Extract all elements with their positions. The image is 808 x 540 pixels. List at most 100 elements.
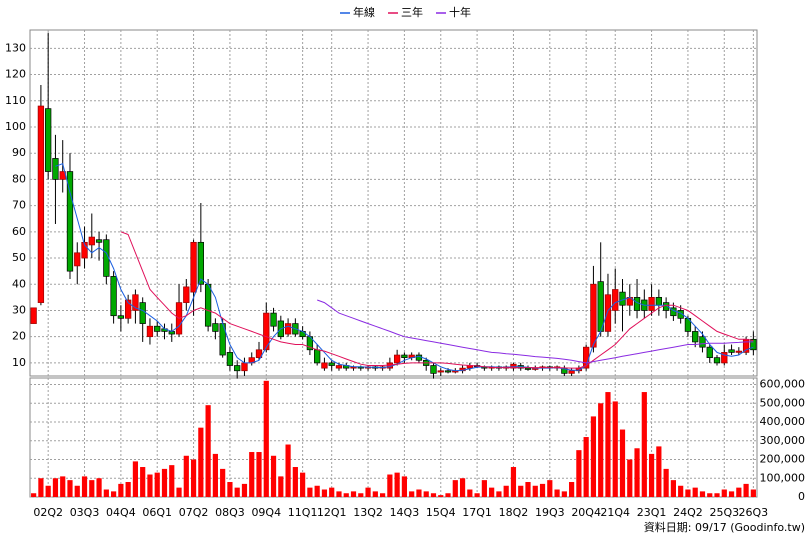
candle-body [139, 302, 146, 324]
volume-bar [503, 485, 509, 497]
candle-body [633, 297, 641, 311]
volume-bar [445, 493, 451, 497]
volume-bar [401, 476, 408, 497]
volume-bar [510, 467, 517, 497]
volume-bar [648, 453, 655, 497]
candle-body [146, 325, 154, 338]
volume-bar [176, 487, 182, 497]
volume-bar [227, 482, 233, 497]
x-tick-label: 11Q1 [288, 506, 318, 519]
volume-bar [663, 468, 669, 497]
candle-body [706, 346, 713, 359]
ma-line [55, 163, 754, 372]
x-tick-label: 14Q3 [390, 506, 420, 519]
candle-body [444, 370, 452, 373]
x-tick-label: 19Q3 [535, 506, 565, 519]
volume-bar [394, 472, 400, 497]
volume-bar [685, 489, 691, 497]
volume-bar [714, 493, 720, 497]
volume-bar [547, 480, 553, 497]
y2-tick-label: 300,000 [760, 434, 806, 447]
volume-bar [554, 489, 560, 497]
volume-bar [372, 491, 378, 497]
volume-bar [721, 489, 727, 497]
volume-bar [103, 489, 109, 497]
volume-bar [481, 480, 487, 497]
legend-label: 十年 [449, 5, 471, 19]
candle-body [154, 325, 161, 332]
candle-body [234, 365, 241, 372]
volume-bar [154, 472, 160, 497]
volume-bar [438, 495, 444, 497]
y-tick-label: 60 [12, 225, 26, 238]
volume-bar [619, 429, 626, 497]
x-tick-label: 03Q3 [70, 506, 100, 519]
candle-body [619, 291, 626, 306]
candle-body [74, 252, 81, 267]
x-tick-label: 21Q4 [600, 506, 630, 519]
y2-tick-label: 100,000 [760, 471, 806, 484]
candle-body [750, 338, 757, 351]
volume-bar [474, 493, 480, 497]
volume-panel [29, 377, 758, 498]
ma-line [120, 231, 754, 369]
volume-bar [125, 482, 131, 497]
candle-body [728, 349, 735, 353]
candle-body [190, 241, 197, 293]
volume-bar [350, 491, 357, 497]
candle-body [270, 312, 277, 327]
candle-body [742, 338, 750, 353]
volume-bar [590, 416, 597, 497]
candle-body [735, 350, 742, 353]
volume-bar [89, 480, 95, 497]
volume-bar [379, 493, 386, 497]
y2-tick-label: 0 [798, 490, 805, 503]
volume-bar [52, 478, 59, 497]
y-tick-label: 80 [12, 172, 26, 185]
volume-bar [74, 485, 80, 497]
volume-bar [161, 468, 168, 497]
x-tick-label: 26Q3 [739, 506, 769, 519]
volume-bar [60, 476, 66, 497]
volume-bar [183, 455, 189, 497]
volume-bar [518, 485, 524, 497]
volume-bar [561, 491, 567, 497]
candle-body [117, 315, 125, 319]
volume-bar [270, 455, 277, 497]
volume-bar [387, 474, 393, 497]
candle-body [52, 158, 59, 180]
x-tick-label: 17Q1 [462, 506, 492, 519]
x-tick-label: 15Q4 [426, 506, 456, 519]
volume-bar [641, 392, 647, 497]
volume-bar [467, 489, 473, 497]
candle-body [263, 312, 270, 351]
y-tick-label: 70 [12, 199, 26, 212]
candle-body [95, 239, 103, 243]
volume-bar [285, 444, 291, 497]
volume-bar [220, 468, 226, 497]
candle-body [568, 370, 575, 374]
volume-bar [576, 450, 582, 497]
candle-body [255, 349, 263, 359]
candle-body [590, 283, 597, 348]
candle-body [655, 297, 663, 306]
volume-bar [598, 403, 604, 497]
x-tick-label: 13Q2 [353, 506, 383, 519]
x-tick-label: 04Q4 [106, 506, 136, 519]
legend-label: 三年 [401, 5, 423, 19]
y-tick-label: 90 [12, 146, 26, 159]
y2-tick-label: 200,000 [760, 453, 806, 466]
volume-bar [496, 491, 502, 497]
candle-body [284, 323, 292, 335]
volume-bar [627, 459, 633, 497]
y-tick-label: 30 [12, 303, 26, 316]
x-tick-label: 18Q2 [499, 506, 529, 519]
y-tick-label: 20 [12, 330, 26, 343]
volume-bar [140, 467, 146, 497]
candle-body [314, 349, 321, 364]
candle-body [124, 299, 132, 319]
volume-bar [539, 483, 546, 497]
volume-bar [234, 487, 240, 497]
candle-body [328, 362, 335, 366]
